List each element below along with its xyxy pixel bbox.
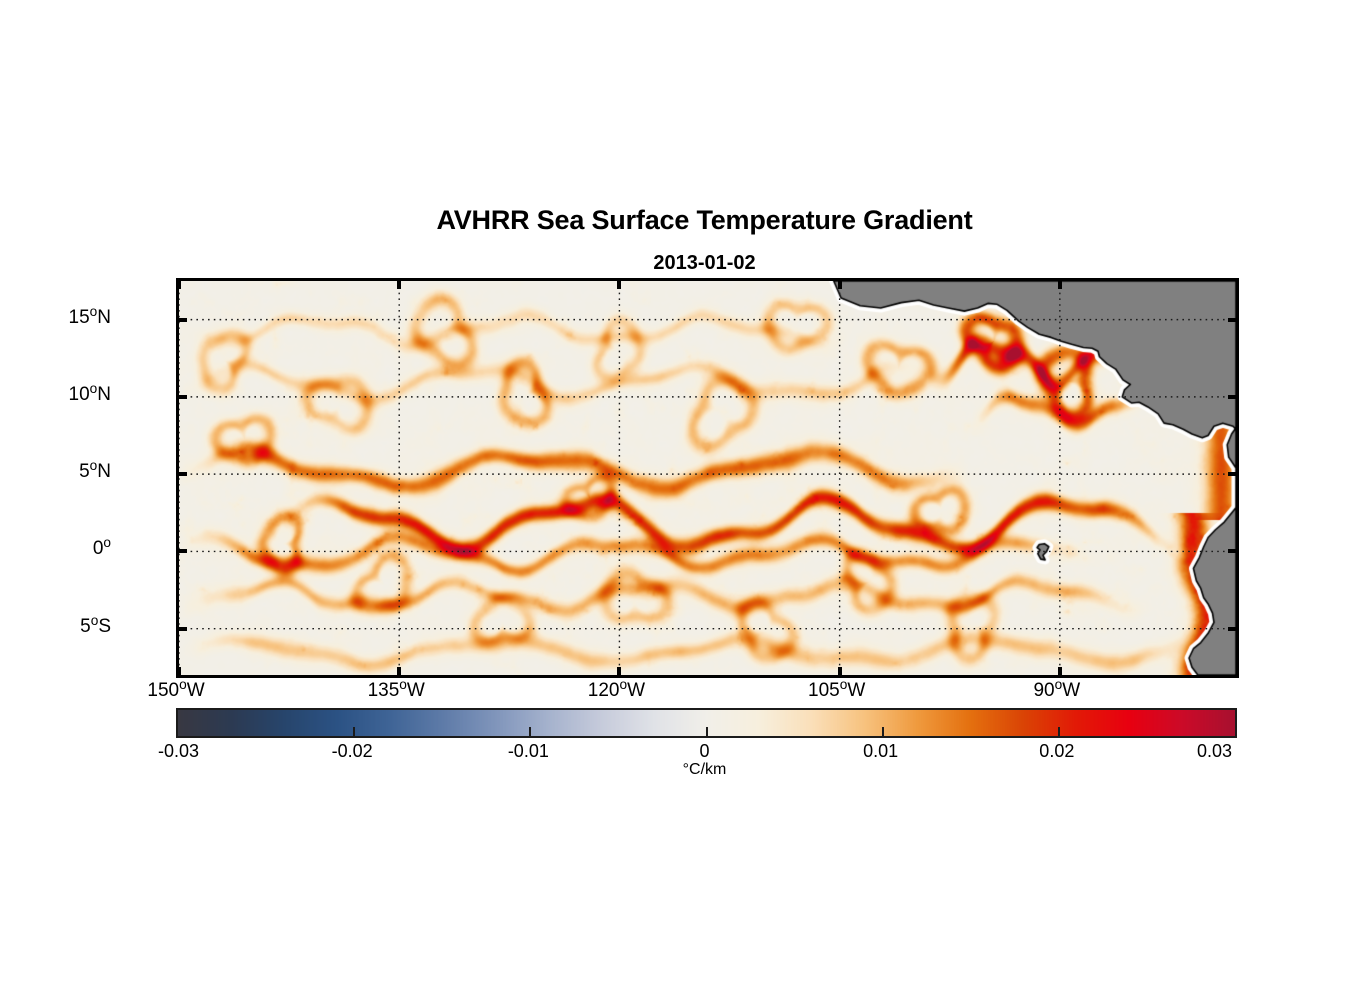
x-axis-tick-label: 90oW [1033, 677, 1081, 702]
colorbar-unit-label: °C/km [682, 761, 727, 778]
x-axis-tick-mark [1057, 667, 1062, 678]
x-axis-tick-mark [837, 278, 842, 289]
colorbar-tick-label: -0.03 [158, 741, 200, 761]
x-axis-tick-label: 135oW [367, 677, 425, 702]
y-axis-tick-mark [176, 317, 187, 322]
x-axis-tick-mark [397, 667, 402, 678]
y-axis-tick-mark [1228, 472, 1239, 477]
y-axis-tick-mark [1228, 394, 1239, 399]
colorbar-tick-label: -0.02 [331, 741, 373, 761]
colorbar[interactable] [176, 708, 1237, 738]
page-title: AVHRR Sea Surface Temperature Gradient [436, 205, 973, 235]
colorbar-tick-mark [353, 727, 356, 736]
x-axis-tick-mark [837, 667, 842, 678]
y-axis-tick-mark [176, 549, 187, 554]
colorbar-tick-label: 0.02 [1039, 741, 1075, 761]
colorbar-tick-mark [881, 727, 884, 736]
colorbar-tick-mark [1057, 727, 1060, 736]
x-axis-tick-mark [617, 667, 622, 678]
x-axis-tick-mark [397, 278, 402, 289]
x-axis-tick-label: 150oW [147, 677, 205, 702]
y-axis-tick-mark [1228, 626, 1239, 631]
colorbar-tick-label: 0.03 [1197, 741, 1233, 761]
colorbar-tick-mark [705, 727, 708, 736]
x-axis-tick-label: 105oW [808, 677, 866, 702]
map-axes[interactable] [176, 278, 1239, 678]
y-axis-tick-mark [176, 472, 187, 477]
sst-gradient-heatmap[interactable] [179, 281, 1236, 675]
y-axis-tick-mark [176, 626, 187, 631]
y-axis-tick-label: 15oN [68, 303, 111, 328]
y-axis-tick-label: 10oN [68, 380, 111, 405]
colorbar-tick-label: 0 [699, 741, 710, 761]
y-axis-tick-mark [176, 394, 187, 399]
colorbar-tick-label: 0.01 [863, 741, 899, 761]
x-axis-tick-mark [617, 278, 622, 289]
x-axis-tick-mark [177, 667, 181, 678]
y-axis-tick-mark [1228, 317, 1239, 322]
x-axis-tick-label: 120oW [587, 677, 646, 702]
y-axis-tick-label: 0o [92, 535, 111, 560]
colorbar-tick-mark [529, 727, 532, 736]
y-axis-tick-label: 5oS [80, 612, 111, 637]
y-axis-tick-label: 5oN [79, 458, 111, 483]
x-axis-tick-mark [1057, 278, 1062, 289]
y-axis-tick-mark [1228, 549, 1239, 554]
colorbar-tick-label: -0.01 [507, 741, 549, 761]
x-axis-tick-mark [177, 278, 181, 289]
figure-subtitle: 2013-01-02 [653, 252, 756, 274]
